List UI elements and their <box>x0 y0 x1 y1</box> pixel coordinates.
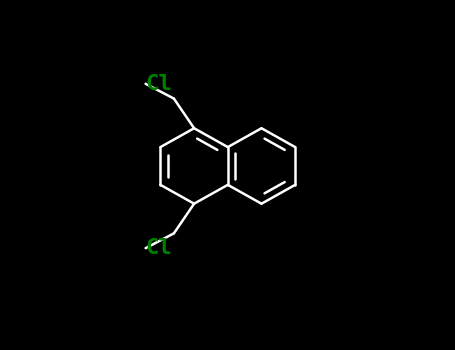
Text: Cl: Cl <box>146 238 172 258</box>
Text: Cl: Cl <box>146 74 172 94</box>
